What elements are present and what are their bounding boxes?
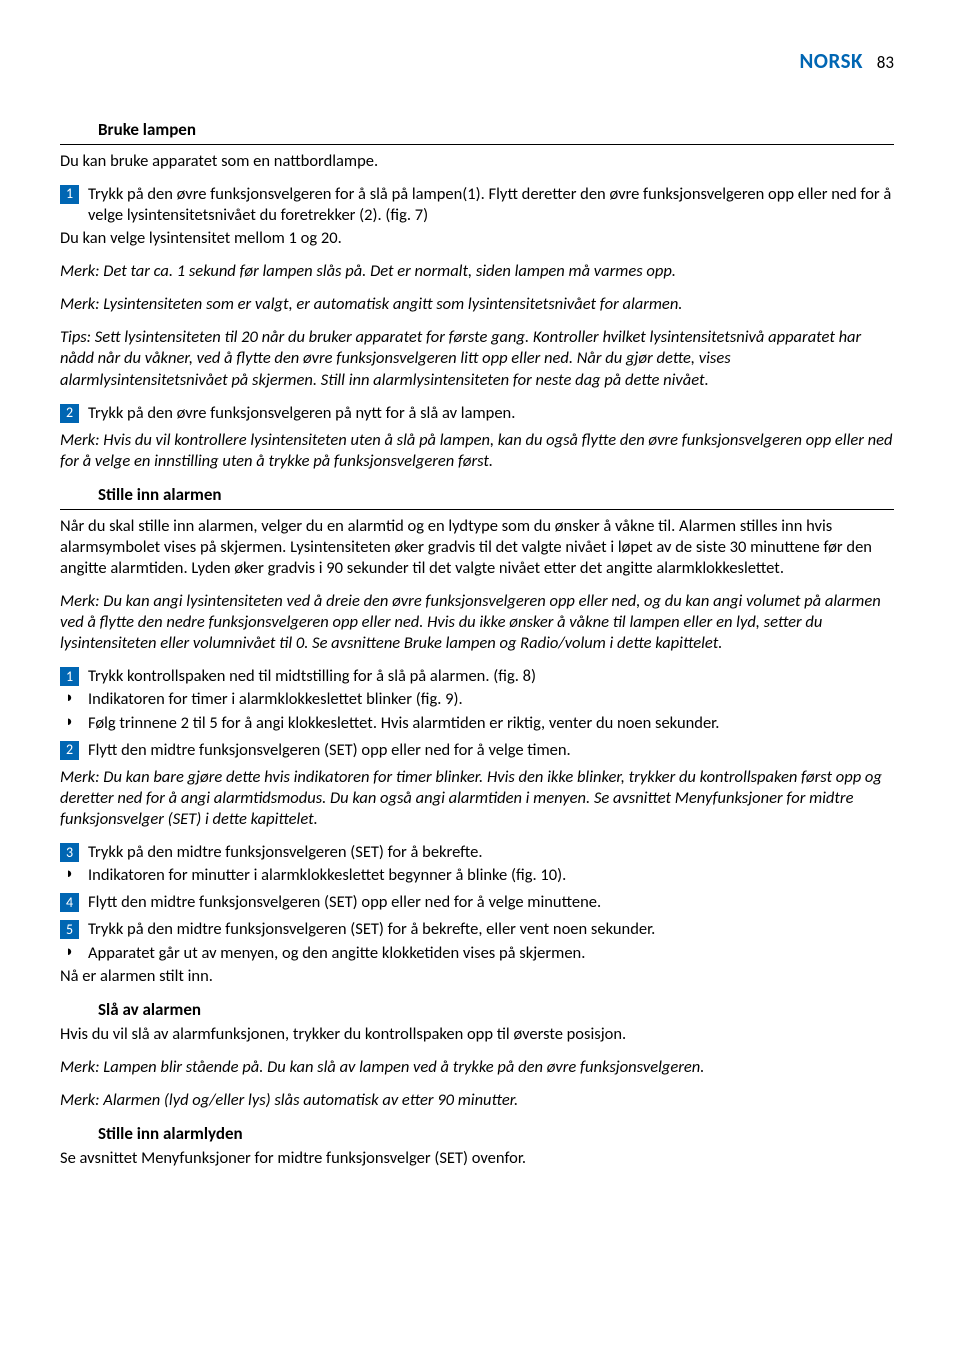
step-text: Trykk på den midtre funksjonsvelgeren (S… <box>88 919 894 940</box>
bullet-text: Indikatoren for minutter i alarmklokkesl… <box>88 865 894 886</box>
step-text: Trykk kontrollspaken ned til midtstillin… <box>88 666 894 687</box>
bullet-text: Indikatoren for timer i alarmklokkeslett… <box>88 689 894 710</box>
paragraph: Du kan bruke apparatet som en nattbordla… <box>60 151 894 172</box>
numbered-step: 1 Trykk kontrollspaken ned til midtstilli… <box>60 666 894 687</box>
numbered-step: 2 Trykk på den øvre funksjonsvelgeren på … <box>60 403 894 424</box>
bullet-item: ◗ Følg trinnene 2 til 5 for å angi klokke… <box>60 713 894 734</box>
step-number-badge: 1 <box>60 667 79 686</box>
note-paragraph: Merk: Hvis du vil kontrollere lysintensi… <box>60 430 894 472</box>
paragraph: Se avsnittet Menyfunksjoner for midtre f… <box>60 1148 894 1169</box>
step-text: Trykk på den midtre funksjonsvelgeren (S… <box>88 842 894 863</box>
note-paragraph: Merk: Det tar ca. 1 sekund før lampen sl… <box>60 261 894 282</box>
numbered-step: 3 Trykk på den midtre funksjonsvelgeren (… <box>60 842 894 863</box>
note-paragraph: Tips: Sett lysintensiteten til 20 når du… <box>60 327 894 390</box>
step-number-badge: 1 <box>60 185 79 204</box>
page-header: NORSK 83 <box>60 48 894 75</box>
step-text: Trykk på den øvre funksjonsvelgeren på n… <box>88 403 894 424</box>
paragraph: Du kan velge lysintensitet mellom 1 og 2… <box>60 228 894 249</box>
note-paragraph: Merk: Du kan angi lysintensiteten ved å … <box>60 591 894 654</box>
paragraph: Hvis du vil slå av alarmfunksjonen, tryk… <box>60 1024 894 1045</box>
bullet-icon: ◗ <box>60 865 79 885</box>
section-heading: Slå av alarmen <box>98 999 894 1021</box>
step-text: Trykk på den øvre funksjonsvelgeren for … <box>88 184 894 226</box>
numbered-step: 4 Flytt den midtre funksjonsvelgeren (SET… <box>60 892 894 913</box>
section-heading: Stille inn alarmen <box>98 484 894 506</box>
bullet-text: Følg trinnene 2 til 5 for å angi klokkes… <box>88 713 894 734</box>
section-rule <box>60 509 894 510</box>
bullet-item: ◗ Apparatet går ut av menyen, og den angi… <box>60 943 894 964</box>
section-heading: Stille inn alarmlyden <box>98 1123 894 1145</box>
bullet-icon: ◗ <box>60 713 79 733</box>
note-paragraph: Merk: Alarmen (lyd og/eller lys) slås au… <box>60 1090 894 1111</box>
step-number-badge: 3 <box>60 843 79 862</box>
step-number-badge: 2 <box>60 741 79 760</box>
numbered-step: 1 Trykk på den øvre funksjonsvelgeren for… <box>60 184 894 226</box>
bullet-item: ◗ Indikatoren for timer i alarmklokkeslet… <box>60 689 894 710</box>
bullet-icon: ◗ <box>60 943 79 963</box>
note-paragraph: Merk: Lysintensiteten som er valgt, er a… <box>60 294 894 315</box>
paragraph: Nå er alarmen stilt inn. <box>60 966 894 987</box>
step-text: Flytt den midtre funksjonsvelgeren (SET)… <box>88 892 894 913</box>
step-text: Flytt den midtre funksjonsvelgeren (SET)… <box>88 740 894 761</box>
page-number: 83 <box>877 52 894 73</box>
document-content: Bruke lampen Du kan bruke apparatet som e… <box>60 119 894 1169</box>
step-number-badge: 5 <box>60 920 79 939</box>
brand-label: NORSK <box>799 48 863 74</box>
bullet-item: ◗ Indikatoren for minutter i alarmklokkes… <box>60 865 894 886</box>
note-paragraph: Merk: Lampen blir stående på. Du kan slå… <box>60 1057 894 1078</box>
section-rule <box>60 144 894 145</box>
note-paragraph: Merk: Du kan bare gjøre dette hvis indik… <box>60 767 894 830</box>
section-heading: Bruke lampen <box>98 119 894 141</box>
step-number-badge: 4 <box>60 893 79 912</box>
numbered-step: 5 Trykk på den midtre funksjonsvelgeren (… <box>60 919 894 940</box>
bullet-icon: ◗ <box>60 689 79 709</box>
step-number-badge: 2 <box>60 404 79 423</box>
bullet-text: Apparatet går ut av menyen, og den angit… <box>88 943 894 964</box>
paragraph: Når du skal stille inn alarmen, velger d… <box>60 516 894 579</box>
numbered-step: 2 Flytt den midtre funksjonsvelgeren (SET… <box>60 740 894 761</box>
